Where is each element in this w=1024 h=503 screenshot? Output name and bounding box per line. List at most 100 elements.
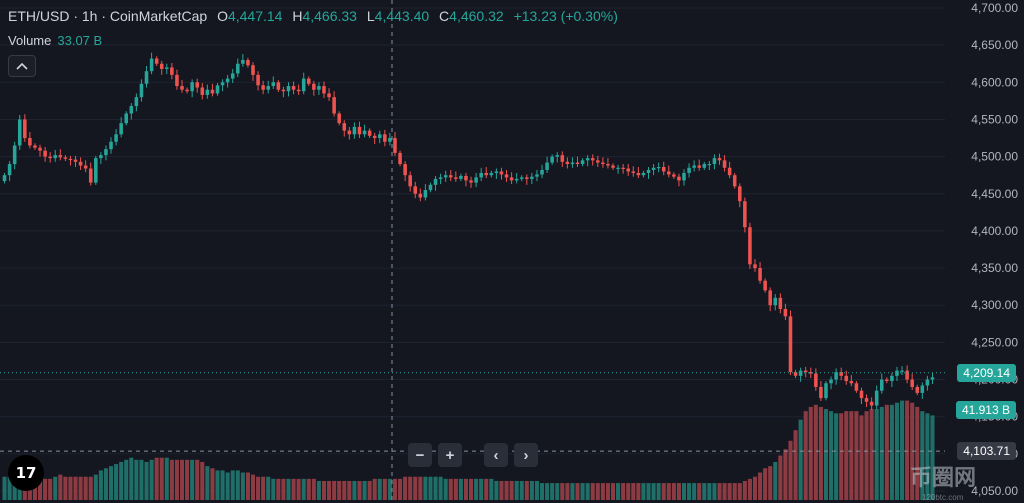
volume-bar [905, 400, 910, 500]
candle-body [885, 379, 889, 382]
candle-body [68, 158, 73, 161]
zoom-in-button[interactable]: + [438, 443, 462, 467]
volume-bar [727, 483, 732, 500]
candle-body [778, 297, 783, 309]
volume-bar [651, 483, 656, 500]
volume-bar [550, 483, 555, 500]
volume-bar [164, 457, 169, 500]
volume-bar [418, 476, 423, 500]
volume-bar [73, 476, 78, 500]
candle-body [139, 83, 144, 98]
volume-bar [626, 483, 631, 500]
volume-bar [737, 483, 742, 500]
volume-bar [834, 413, 839, 500]
volume-bar [190, 459, 195, 500]
volume-bar [453, 478, 458, 500]
y-tick-label: 4,600.00 [971, 75, 1018, 89]
candle-body [296, 89, 301, 92]
volume-bar [2, 476, 7, 500]
candle-body [596, 160, 600, 163]
candle-body [768, 290, 772, 306]
volume-bar [296, 478, 301, 500]
volume-bar [524, 480, 529, 500]
collapse-legend-button[interactable] [8, 55, 36, 77]
candle-body [590, 158, 595, 161]
candle-body [560, 155, 565, 162]
candle-body [317, 86, 321, 90]
volume-bar [575, 483, 580, 500]
candle-body [763, 280, 767, 291]
volume-bar [514, 480, 519, 500]
volume-bar [798, 419, 803, 500]
candle-body [672, 174, 676, 177]
candle-body [448, 175, 453, 178]
candle-body [413, 186, 418, 194]
candle-body [509, 177, 514, 181]
volume-bar [925, 413, 930, 500]
volume-bar [327, 480, 332, 500]
volume-bar [747, 478, 752, 500]
last-price-tag: 4,209.14 [957, 364, 1016, 382]
candlesticks [2, 52, 935, 411]
volume-bar [565, 483, 570, 500]
candle-body [783, 308, 788, 317]
candle-body [372, 135, 377, 139]
volume-bar [671, 483, 676, 500]
candle-body [545, 162, 549, 170]
candle-body [651, 167, 656, 170]
volume-bar [676, 483, 681, 500]
candle-body [367, 130, 372, 136]
volume-bar [697, 483, 702, 500]
scroll-right-button[interactable]: › [514, 443, 538, 467]
volume-tag: 41.913 B [955, 401, 1016, 419]
candle-body [281, 89, 286, 92]
volume-bar [707, 483, 712, 500]
volume-bar [433, 476, 438, 500]
volume-bar [570, 483, 575, 500]
candle-body [874, 390, 879, 406]
volume-bar [352, 480, 357, 500]
volume-bar [692, 483, 697, 500]
candle-body [905, 370, 909, 380]
candle-body [454, 177, 458, 179]
candle-body [814, 373, 818, 387]
close-label: C [439, 8, 450, 24]
volume-bar [752, 476, 758, 500]
volume-bar [37, 476, 43, 500]
candle-body [332, 97, 336, 114]
candle-body [7, 164, 12, 176]
volume-bar [712, 483, 717, 500]
candle-body [803, 370, 808, 373]
candle-body [687, 167, 691, 173]
volume-bar [220, 470, 225, 500]
tradingview-logo[interactable]: 17 [8, 455, 44, 491]
candle-body [78, 161, 83, 166]
volume-bar [408, 476, 413, 500]
candle-body [230, 73, 235, 79]
scroll-left-button[interactable]: ‹ [484, 443, 508, 467]
zoom-out-button[interactable]: − [408, 443, 432, 467]
candle-body [17, 119, 22, 146]
volume-bar [585, 483, 590, 500]
volume-bar [428, 476, 433, 500]
candle-body [154, 58, 159, 64]
candle-body [276, 82, 281, 90]
candle-body [83, 165, 88, 169]
candle-body [266, 86, 270, 90]
volume-bar [286, 478, 291, 500]
volume-bar [823, 409, 829, 500]
volume-bar [438, 476, 443, 500]
volume-bar [245, 472, 250, 500]
volume-bar [469, 478, 474, 500]
volume-bar [149, 459, 154, 500]
candle-body [94, 158, 98, 183]
volume-bar [362, 480, 367, 500]
price-axis: 4,700.00 4,650.00 4,600.00 4,550.00 4,500.00… [971, 1, 1018, 498]
volume-bar [261, 476, 266, 500]
candle-body [864, 398, 869, 402]
candle-body [631, 171, 636, 173]
candle-body [494, 171, 499, 173]
candle-body [398, 152, 402, 165]
candle-body [758, 268, 762, 281]
